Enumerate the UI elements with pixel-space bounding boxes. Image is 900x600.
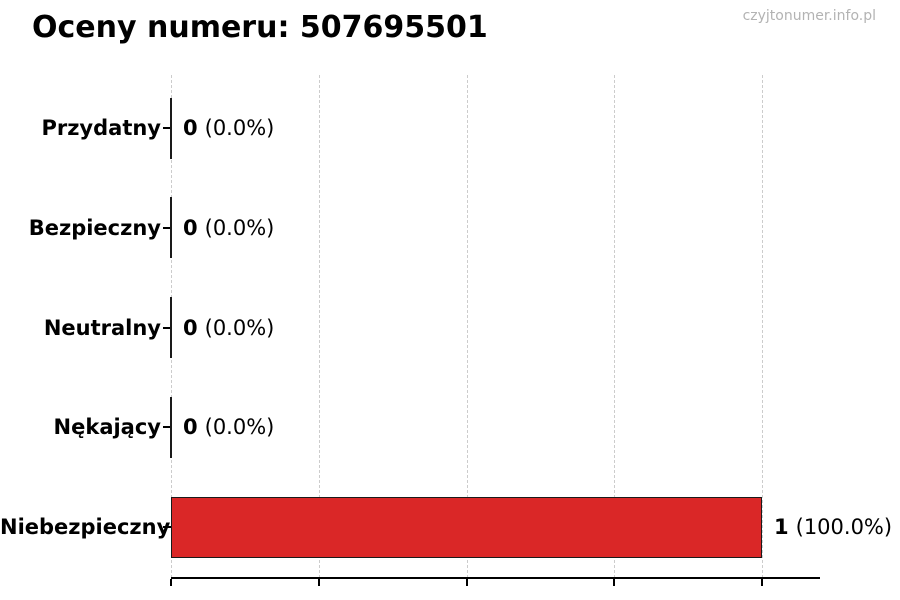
value-label: 1 (100.0%) (774, 515, 892, 539)
x-axis-tick (317, 579, 320, 586)
value-percentage: (0.0%) (204, 315, 275, 340)
gridline (318, 75, 320, 578)
value-percentage: (0.0%) (204, 415, 275, 440)
value-bar (171, 496, 762, 558)
zero-value-bar (170, 97, 172, 159)
x-axis-tick (761, 579, 763, 586)
value-percentage: (0.0%) (204, 215, 275, 240)
value-count: 0 (183, 116, 198, 140)
x-axis-tick (170, 579, 172, 586)
category-label: Bezpieczny (28, 215, 161, 240)
chart-title: Oceny numeru: 507695501 (32, 10, 488, 45)
gridline (466, 75, 468, 578)
watermark: czyjtonumer.info.pl (742, 8, 876, 24)
value-label: 0 (0.0%) (183, 216, 274, 240)
value-count: 0 (183, 415, 198, 440)
category-label: Neutralny (43, 315, 161, 340)
category-label: Przydatny (41, 116, 161, 140)
value-count: 1 (774, 515, 789, 539)
x-axis-tick (613, 579, 616, 586)
category-label: Niebezpieczny (0, 515, 171, 539)
gridline (614, 75, 616, 578)
y-axis-tick (163, 127, 171, 129)
y-axis-tick (163, 526, 171, 528)
y-axis-tick (163, 226, 171, 229)
value-count: 0 (183, 315, 198, 340)
y-axis-tick (163, 326, 171, 329)
category-label: Nękający (53, 415, 161, 440)
zero-value-bar (170, 396, 172, 458)
value-percentage: (100.0%) (795, 515, 893, 539)
gridline (762, 75, 763, 578)
value-count: 0 (183, 215, 198, 240)
x-axis-tick (465, 579, 468, 586)
zero-value-bar (170, 297, 172, 358)
value-label: 0 (0.0%) (183, 316, 274, 340)
y-axis-tick (163, 426, 171, 429)
value-label: 0 (0.0%) (183, 415, 274, 439)
value-label: 0 (0.0%) (183, 116, 274, 140)
value-percentage: (0.0%) (204, 116, 275, 140)
x-axis-line (171, 577, 820, 579)
zero-value-bar (170, 197, 172, 259)
